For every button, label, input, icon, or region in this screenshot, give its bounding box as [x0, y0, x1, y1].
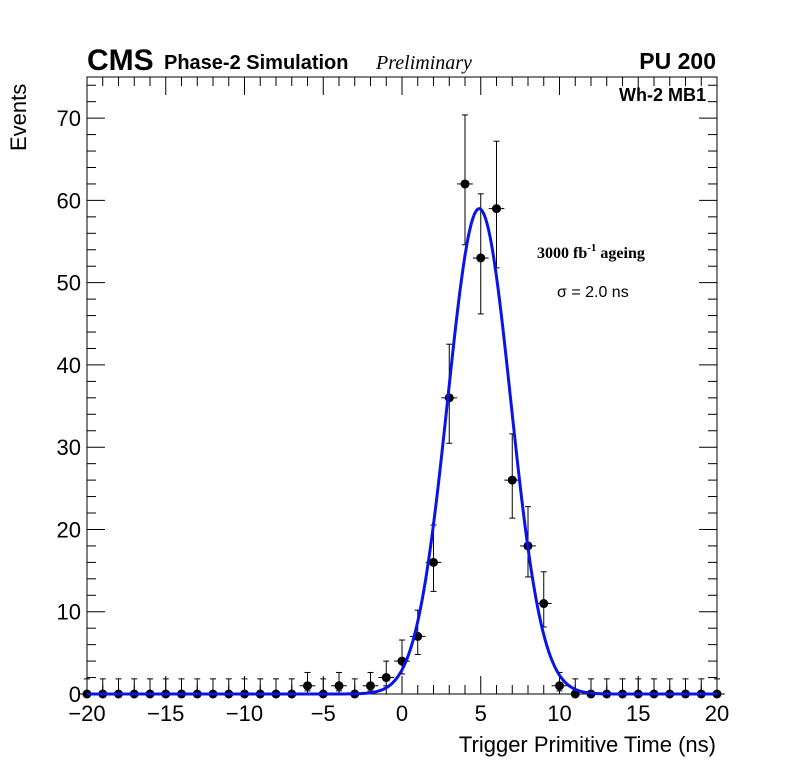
data-point: [693, 678, 710, 699]
x-tick-label: −15: [147, 701, 184, 726]
data-point: [157, 678, 174, 699]
data-point: [425, 524, 442, 592]
y-tick-labels: 0 10 20 30 40 50 60 70: [57, 106, 81, 707]
y-tick-label: 0: [69, 682, 81, 707]
marker: [381, 673, 391, 683]
x-tick-label: −20: [68, 701, 105, 726]
data-point: [142, 678, 158, 699]
x-tick-label: 20: [705, 701, 729, 726]
data-point: [94, 678, 111, 699]
marker: [429, 557, 438, 567]
data-point: [205, 678, 221, 699]
data-point: [646, 678, 662, 699]
x-tick-label: 10: [547, 701, 571, 726]
x-tick-label: 0: [396, 701, 408, 726]
y-tick-label: 40: [57, 353, 81, 378]
marker: [539, 599, 549, 609]
phase2-simulation-label: Phase-2 Simulation: [164, 52, 349, 74]
data-point: [268, 678, 284, 699]
data-point: [283, 678, 300, 699]
data-point: [457, 114, 473, 246]
y-tick-label: 10: [57, 600, 81, 625]
ageing-label: 3000 fb-1 ageing: [537, 242, 645, 262]
y-tick-label: 70: [57, 106, 81, 131]
x-tick-label: 15: [626, 701, 650, 726]
y-tick-label: 20: [57, 517, 81, 542]
marker: [492, 204, 501, 214]
sigma-label: σ = 2.0 ns: [557, 284, 629, 301]
data-point: [173, 678, 190, 699]
data-point: [236, 678, 253, 699]
data-point: [677, 678, 694, 699]
ageing-superscript: -1: [587, 242, 596, 254]
ageing-prefix: 3000 fb: [537, 245, 587, 262]
data-point: [488, 140, 505, 269]
data-points: [79, 114, 725, 699]
data-point: [331, 671, 347, 692]
data-point: [709, 678, 725, 699]
data-point: [126, 678, 143, 699]
chamber-label: Wh-2 MB1: [619, 85, 706, 105]
x-tick-labels: −20 −15 −10 −5 0 5 10 15 20: [68, 701, 729, 726]
marker: [303, 681, 312, 691]
data-point: [220, 678, 237, 699]
y-tick-label: 50: [57, 271, 81, 296]
data-point: [315, 678, 332, 699]
y-tick-label: 60: [57, 188, 81, 213]
x-tick-label: −5: [311, 701, 336, 726]
pileup-label: PU 200: [639, 48, 716, 74]
gaussian-fit-curve: [87, 207, 717, 696]
data-point: [189, 678, 206, 699]
axis-ticks: [86, 77, 718, 695]
preliminary-label: Preliminary: [375, 52, 472, 74]
data-point: [299, 671, 316, 692]
y-axis-title: Events: [6, 84, 31, 151]
data-point: [614, 678, 631, 699]
marker: [334, 681, 344, 691]
plot-frame: [86, 76, 718, 695]
data-point: [110, 678, 127, 699]
cms-label: CMS: [87, 44, 154, 77]
data-point: [598, 678, 615, 699]
x-tick-label: −10: [226, 701, 263, 726]
data-point: [630, 678, 647, 699]
y-tick-label: 30: [57, 435, 81, 460]
data-point: [252, 678, 269, 699]
marker: [366, 681, 375, 691]
data-point: [472, 193, 489, 315]
data-point: [346, 678, 363, 699]
marker: [507, 475, 517, 485]
data-point: [362, 671, 379, 692]
marker: [476, 253, 486, 263]
marker: [555, 681, 564, 691]
data-point: [661, 678, 678, 699]
marker: [460, 179, 470, 189]
x-tick-label: 5: [475, 701, 487, 726]
x-axis-title: Trigger Primitive Time (ns): [459, 732, 716, 757]
ageing-suffix: ageing: [596, 245, 644, 262]
data-point: [535, 571, 552, 628]
data-point: [79, 678, 95, 699]
data-point: [583, 678, 599, 699]
